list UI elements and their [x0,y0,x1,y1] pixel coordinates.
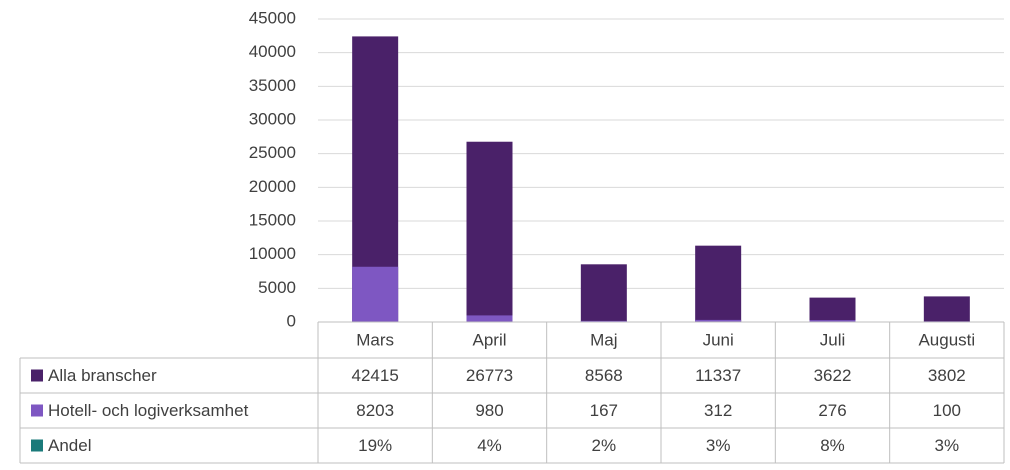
table-cell: 8568 [585,366,623,385]
x-tick-label: April [472,330,506,349]
legend-swatch [31,369,43,382]
table-cell: 3% [935,436,960,455]
bar [809,320,856,322]
legend-label: Andel [48,436,91,455]
bar [466,315,513,322]
table-cell: 42415 [352,366,399,385]
table-cell: 4% [477,436,502,455]
table-cell: 2% [592,436,617,455]
y-tick-label: 15000 [249,210,296,229]
bar [695,319,742,322]
bar [580,320,627,322]
y-tick-label: 0 [287,311,296,330]
y-tick-label: 30000 [249,109,296,128]
table-cell: 167 [590,401,618,420]
y-tick-label: 35000 [249,76,296,95]
table-cell: 100 [933,401,961,420]
y-tick-label: 25000 [249,143,296,162]
x-tick-label: Mars [356,330,394,349]
x-tick-label: Maj [590,330,617,349]
bar [466,141,513,322]
table-cell: 26773 [466,366,513,385]
y-tick-label: 20000 [249,177,296,196]
legend-swatch [31,439,43,452]
y-tick-label: 40000 [249,42,296,61]
table-cell: 3622 [814,366,852,385]
legend-label: Alla branscher [48,366,157,385]
table-cell: 3802 [928,366,966,385]
bar [695,245,742,322]
table-cell: 8203 [356,401,394,420]
table-cell: 980 [475,401,503,420]
table-cell: 3% [706,436,731,455]
table-cell: 11337 [695,366,741,385]
y-tick-label: 45000 [249,8,296,27]
x-tick-label: Juli [820,330,846,349]
table-cell: 19% [358,436,392,455]
bar [580,264,627,322]
table-cell: 276 [818,401,846,420]
bar [809,297,856,322]
table-cell: 8% [820,436,845,455]
legend-label: Hotell- och logiverksamhet [48,401,249,420]
x-tick-label: Juni [703,330,734,349]
y-tick-label: 10000 [249,244,296,263]
bar [352,266,399,322]
legend-swatch [31,404,43,417]
bar [923,296,970,322]
x-tick-label: Augusti [918,330,975,349]
y-tick-label: 5000 [258,278,296,297]
table-cell: 312 [704,401,732,420]
